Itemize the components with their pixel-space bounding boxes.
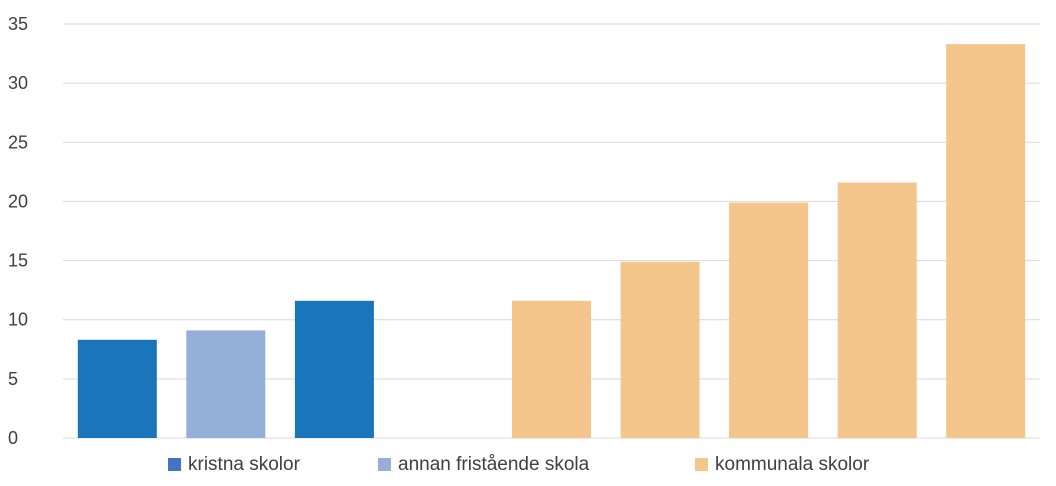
bar-kristna-skolor — [77, 339, 157, 438]
legend-item: kristna skolor — [168, 454, 301, 475]
bar-kristna-skolor — [294, 300, 374, 438]
bar-kommunala-skolor — [620, 261, 700, 438]
bars — [77, 44, 1026, 438]
legend-item: annan fristående skola — [378, 454, 590, 475]
legend-item: kommunala skolor — [695, 454, 870, 475]
y-tick-label: 0 — [8, 428, 18, 448]
y-tick-label: 35 — [8, 14, 28, 34]
legend-swatch — [168, 458, 181, 471]
y-tick-label: 25 — [8, 132, 28, 152]
y-tick-label: 5 — [8, 369, 18, 389]
y-tick-label: 15 — [8, 251, 28, 271]
legend-label: kristna skolor — [188, 454, 301, 475]
bar-kommunala-skolor — [946, 44, 1026, 438]
legend-swatch — [378, 458, 391, 471]
y-tick-label: 10 — [8, 310, 28, 330]
y-axis-ticks: 0 5 10 15 20 25 30 35 — [8, 14, 28, 448]
legend-label: kommunala skolor — [715, 454, 870, 475]
y-tick-label: 30 — [8, 73, 28, 93]
bar-annan-fristående-skola — [186, 330, 266, 438]
legend-swatch — [695, 458, 708, 471]
legend: kristna skolor annan fristående skola komm… — [168, 454, 870, 475]
bar-kommunala-skolor — [837, 182, 917, 438]
legend-label: annan fristående skola — [398, 454, 590, 475]
bar-kommunala-skolor — [729, 202, 809, 438]
y-tick-label: 20 — [8, 191, 28, 211]
bar-kommunala-skolor — [512, 300, 591, 438]
